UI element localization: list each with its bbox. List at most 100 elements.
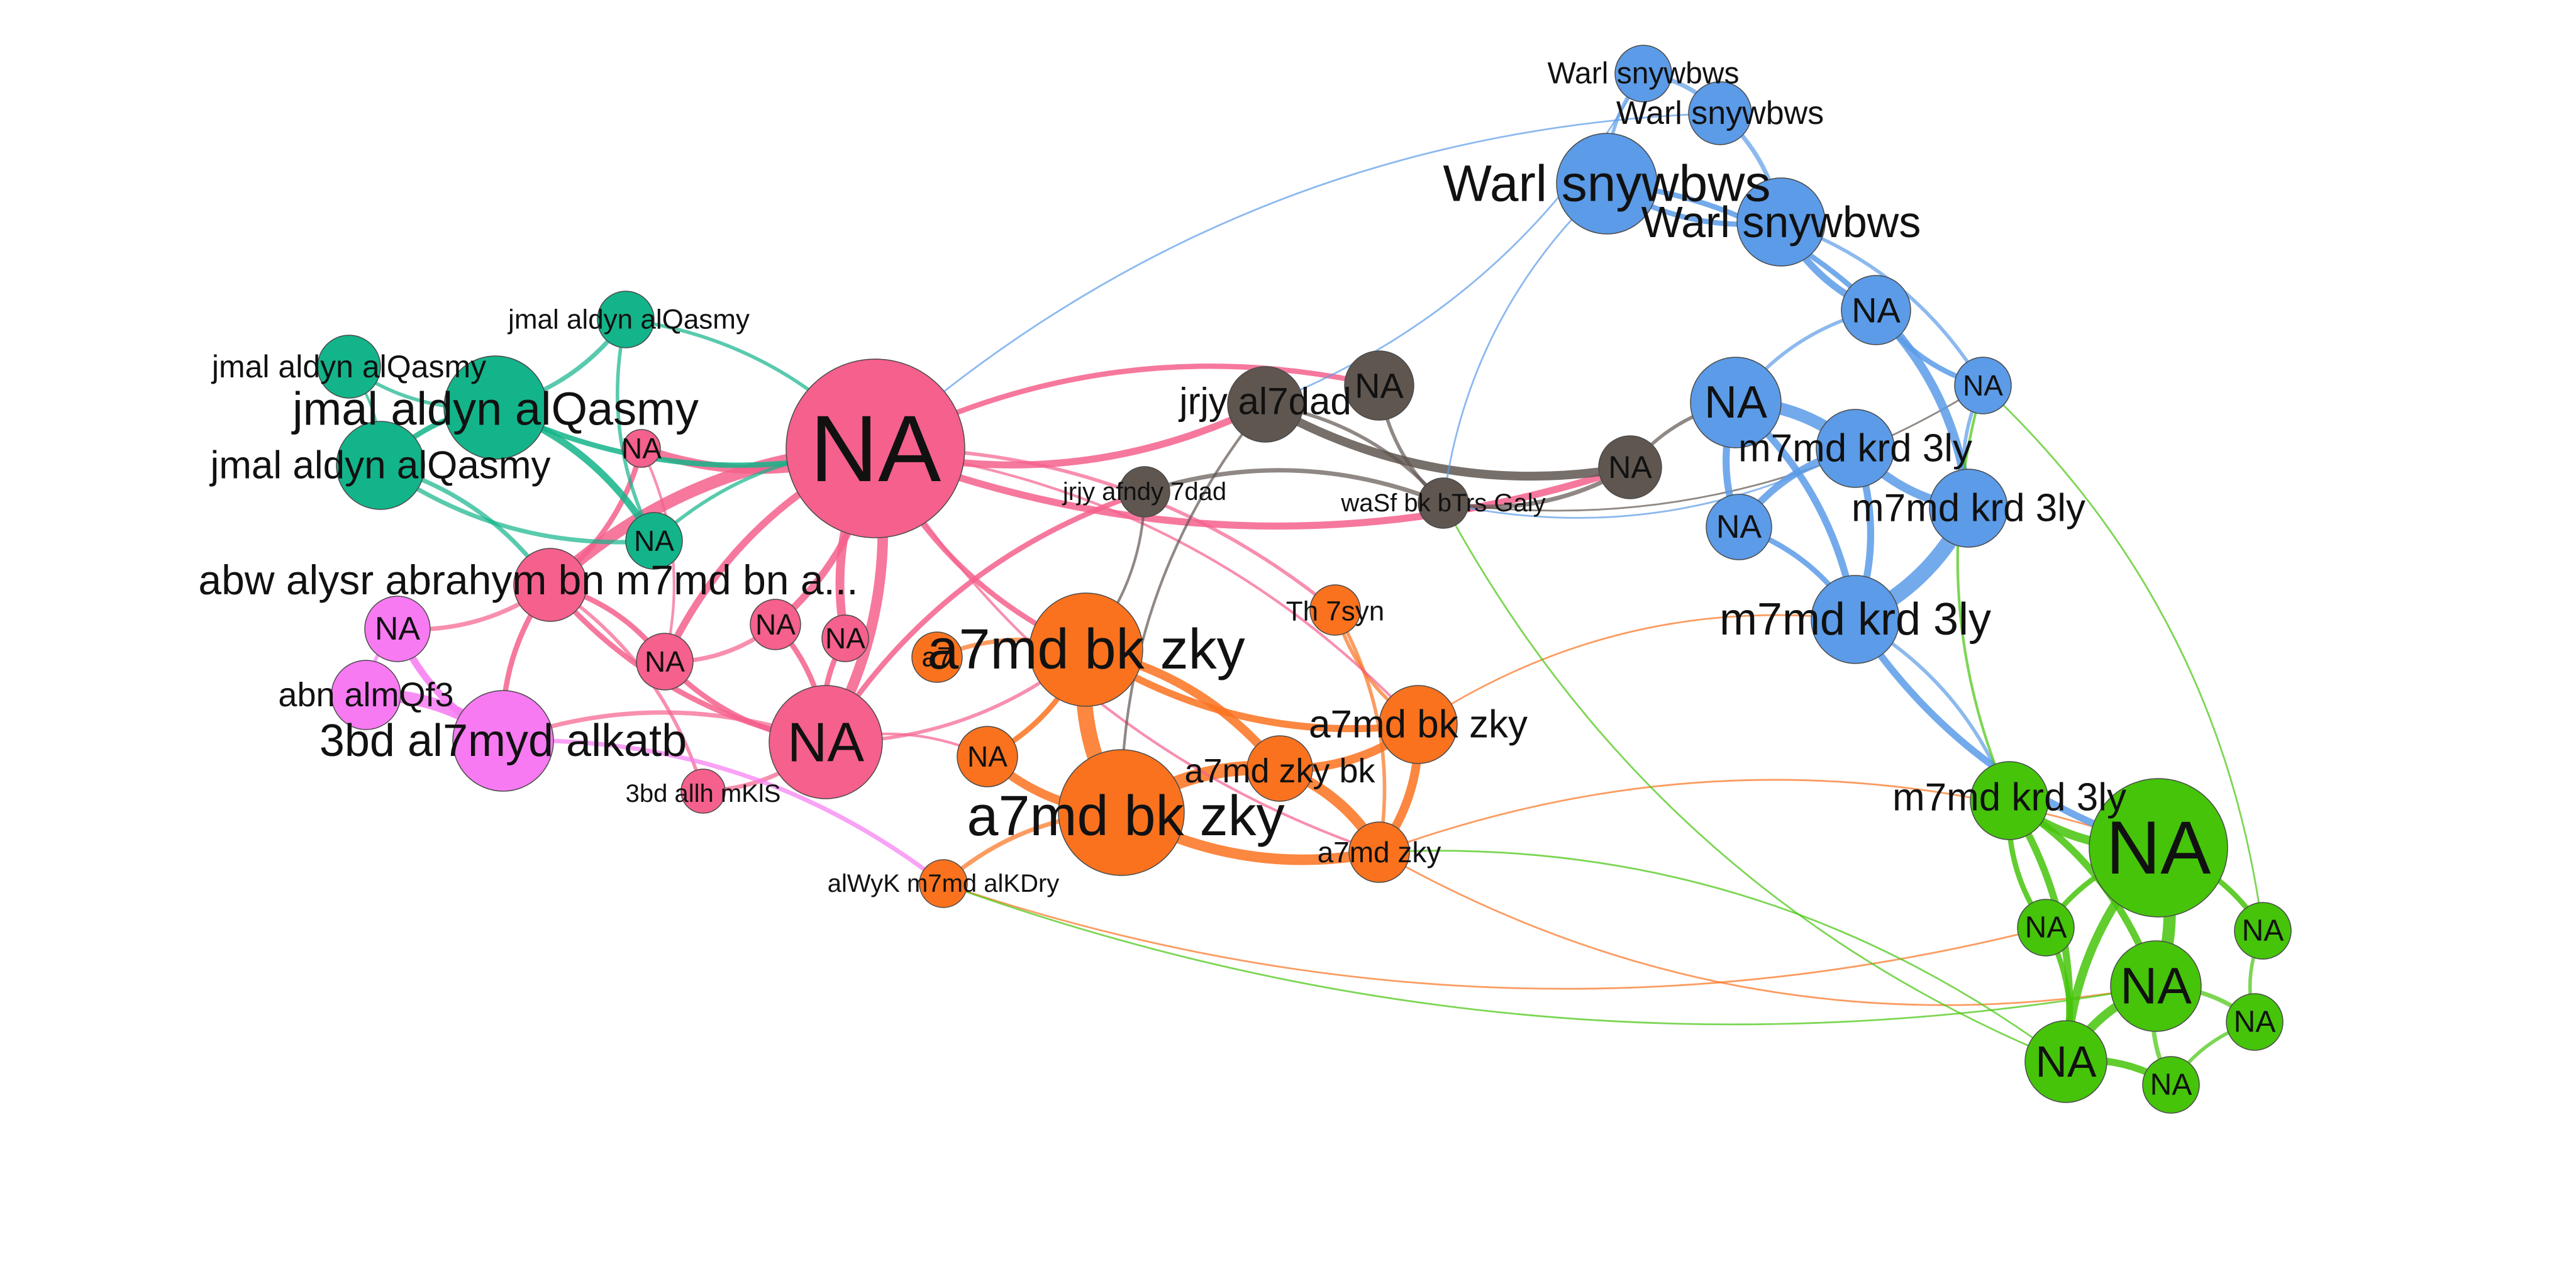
node-label-pk_big: NA [810,396,941,501]
edge-tl_top-tl_na [616,318,656,543]
node-label-tl_na: NA [634,525,674,557]
node-dg_wasf[interactable] [1418,477,1469,529]
node-gr_na1[interactable] [2017,899,2075,957]
node-bl_m2[interactable] [1929,469,2008,548]
node-dg_jrjy[interactable] [1227,366,1304,443]
node-bl_w3[interactable] [1556,133,1658,235]
node-label-mg_3bd: 3bd al7myd alkatb [319,716,687,766]
node-bl_na3[interactable] [1706,494,1772,560]
node-label-bl_w4: Warl snywbws [1641,197,1921,247]
node-or_na[interactable] [957,726,1018,787]
node-label-pk_abw: abw alysr abrahym bn m7md bn a... [198,557,858,603]
node-bl_na1[interactable] [1841,275,1911,345]
node-tl_big[interactable] [443,355,548,460]
edge-gr_na4-or_zky [1378,850,2067,1063]
node-dg_na[interactable] [1344,350,1414,421]
node-or_zkybk[interactable] [1246,735,1313,802]
node-bl_big[interactable] [1690,357,1782,448]
node-or_bkzky[interactable] [1379,685,1458,764]
node-label-dg_jrjy: jrjy al7dad [1178,380,1352,423]
node-or_th[interactable] [1309,584,1361,636]
node-pk_big[interactable] [786,358,965,538]
node-label-gr_mid: NA [2120,958,2192,1015]
node-label-bl_w1: Warl snywbws [1548,57,1740,91]
edge-dg_wasf-bl_na2 [1442,384,1984,512]
node-tl_2[interactable] [317,335,381,399]
node-label-gr_na1: NA [2025,911,2067,945]
node-bl_w2[interactable] [1688,81,1752,145]
nodes-layer [317,45,2292,1114]
node-bl_na2[interactable] [1954,357,2012,414]
edge-bl_w3-dg_wasf [1442,182,1608,504]
edge-or_alwyk-gr_na1 [942,882,2047,990]
node-label-or_alwyk: alWyK m7md alKDry [828,870,1060,897]
node-label-bl_na3: NA [1716,509,1762,545]
node-label-bl_m3: m7md krd 3ly [1719,594,1991,645]
node-gr_mid[interactable] [2110,940,2202,1032]
node-or_a[interactable] [911,631,963,683]
node-label-gr_na3: NA [2234,1006,2276,1039]
node-pk_na4[interactable] [750,599,801,650]
edge-pk_na3-dg_afndy [823,489,1148,745]
node-gr_na4[interactable] [2024,1020,2107,1103]
node-label-pk_na5: NA [825,622,865,655]
node-pk_abw[interactable] [513,548,587,622]
node-dg_afndy[interactable] [1119,466,1170,518]
node-label-gr_na5: NA [2150,1069,2192,1102]
node-or_alwyk[interactable] [919,859,968,908]
node-label-bl_w2: Warl snywbws [1616,95,1824,131]
edge-or_bkzky-bl_m3 [1417,614,1857,726]
node-gr_m[interactable] [1970,761,2049,840]
edge-bl_m1-dg_wasf [1442,447,1857,519]
edge-gr_m-bl_na2 [1956,384,2011,802]
node-or_zky[interactable] [1348,821,1410,883]
node-gr_na2[interactable] [2234,902,2292,960]
edge-bl_w2-pk_big [874,112,1721,450]
node-tl_4[interactable] [336,421,425,510]
node-bl_w4[interactable] [1736,177,1826,267]
node-gr_big[interactable] [2089,778,2228,918]
node-label-dg_wasf: waSf bk bTrs Galy [1340,489,1545,517]
edge-gr_na4-dg_wasf [1442,502,2067,1063]
node-label-pk_na4: NA [755,608,796,641]
node-label-gr_na2: NA [2242,914,2284,948]
node-or_big1[interactable] [1029,592,1143,707]
node-pk_na2[interactable] [622,429,661,468]
node-label-tl_big: jmal aldyn alQasmy [291,383,699,435]
node-label-bl_m1: m7md krd 3ly [1738,427,1972,470]
edge-gr_na2-bl_na2 [1982,384,2264,932]
edge-mg_3bd-or_alwyk [501,738,946,886]
node-label-bl_na2: NA [1963,369,2003,402]
node-pk_na3[interactable] [769,685,883,799]
node-pk_na1[interactable] [636,633,694,691]
node-label-tl_2: jmal aldyn alQasmy [211,349,486,384]
node-label-or_na: NA [967,740,1008,773]
node-mg_3bd[interactable] [452,690,554,792]
node-tl_na[interactable] [625,512,683,570]
node-dg_na2[interactable] [1598,435,1662,499]
node-label-pk_na2: NA [621,432,662,465]
node-or_big2[interactable] [1058,749,1185,876]
node-gr_na3[interactable] [2226,993,2284,1051]
node-tl_top[interactable] [597,291,655,348]
node-label-pk_na3: NA [787,711,865,774]
node-label-mg_abn: abn almQf3 [278,676,453,714]
node-bl_m1[interactable] [1816,409,1895,488]
edge-gr_mid-or_alwyk [942,882,2157,1026]
node-label-or_big1: a7md bk zky [927,618,1245,681]
node-gr_na5[interactable] [2142,1056,2200,1114]
node-bl_m3[interactable] [1811,575,1900,664]
node-bl_w1[interactable] [1614,45,1672,103]
node-pk_na5[interactable] [821,614,869,662]
node-mg_na[interactable] [364,596,431,662]
node-pk_3bd[interactable] [680,769,726,814]
node-mg_abn[interactable] [331,660,401,730]
node-label-or_bkzky: a7md bk zky [1309,703,1528,747]
edge-dg_jrjy-or_big2 [1119,402,1267,814]
node-label-bl_na1: NA [1852,291,1901,330]
node-label-or_zkybk: a7md zky bk [1184,752,1375,790]
edge-dg_jrjy-dg_na2 [1261,400,1635,481]
node-label-gr_big: NA [2106,806,2211,890]
